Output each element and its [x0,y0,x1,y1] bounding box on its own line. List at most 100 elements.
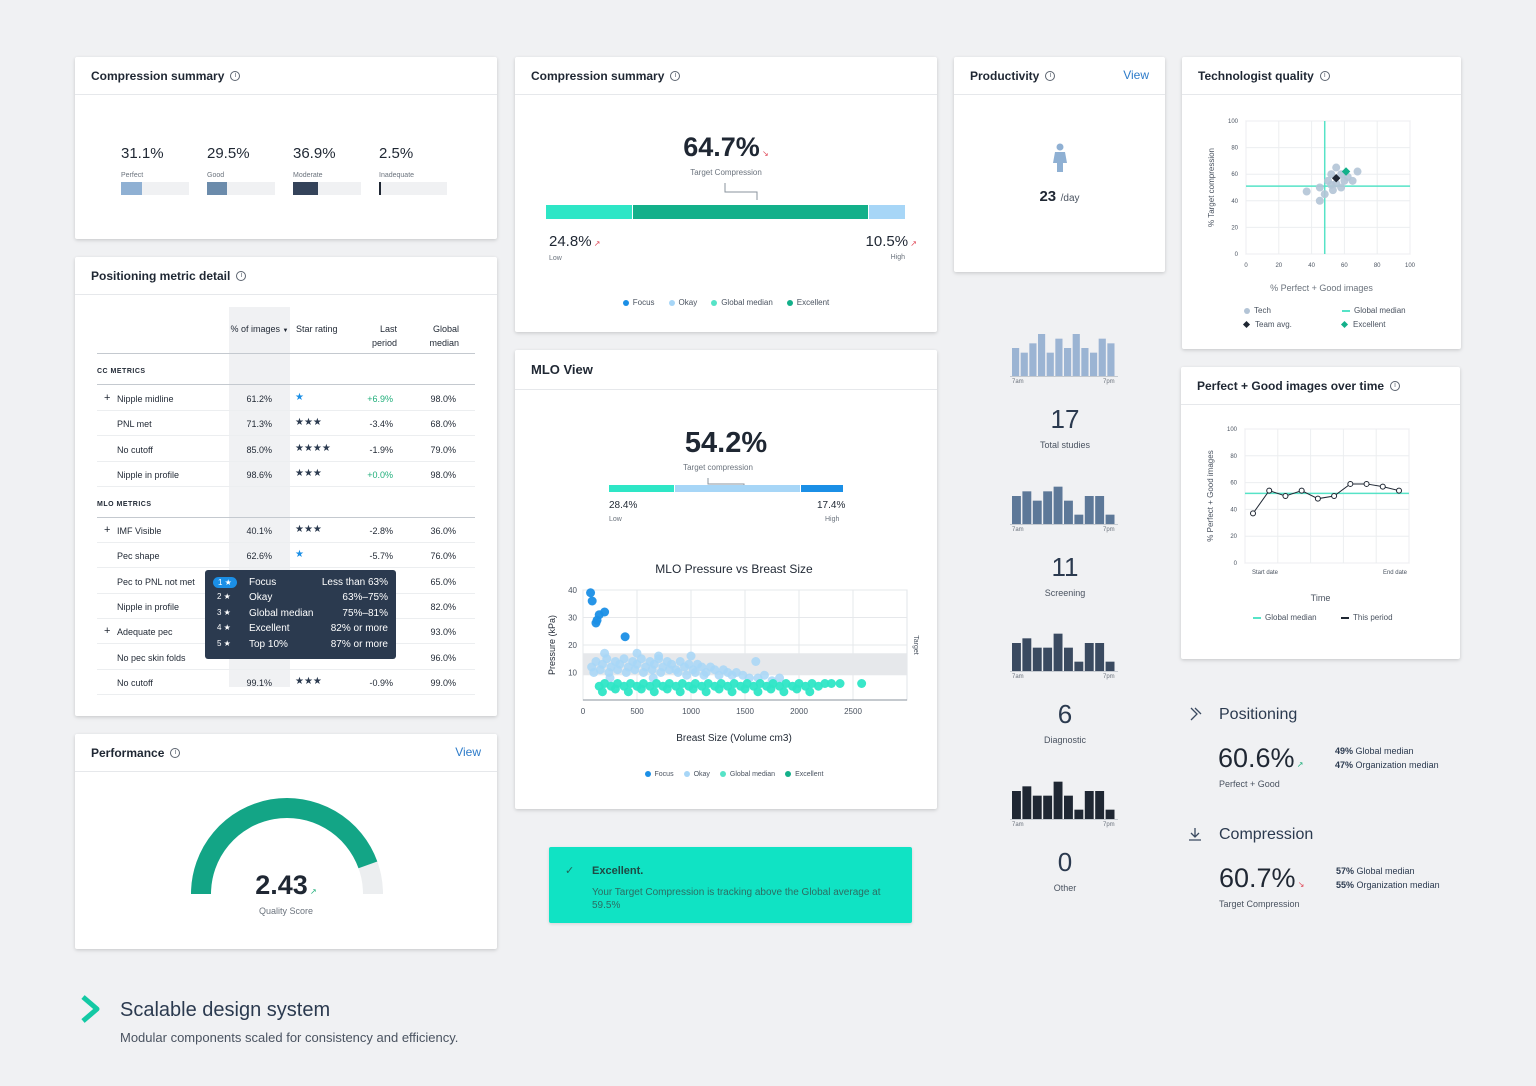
metric-change: -3.4% [369,419,393,430]
hour-bar [1043,490,1053,524]
mlo-view-card: MLO View 54.2% Target compression 28.4% … [515,350,937,809]
tooltip-star-num: 2 ★ [217,592,231,602]
col-header-global[interactable]: Global median [429,324,459,348]
compression-pct: 31.1% [121,145,164,162]
hour-bar [1032,647,1042,671]
table-row[interactable]: No cutoff 99.1% ★★★ -0.9% 99.0% [97,670,475,695]
y-tick-label: 20 [1231,225,1238,231]
legend-excellent: Excellent [1340,320,1386,329]
chevron-logo-icon [81,995,100,1023]
tech-point [1348,176,1357,185]
compression-label: Target Compression [1219,899,1300,909]
hour-bar [1090,352,1098,376]
arrow-up-icon: ↗ [1294,760,1304,769]
pg-xlabel: Time [1310,593,1331,603]
hour-bar [1107,343,1115,376]
metric-global: 65.0% [430,576,456,587]
metric-name: Pec to PNL not met [117,576,195,587]
study-count-value: 11 [1051,551,1079,582]
tooltip-range: 63%–75% [342,592,388,604]
scatter-title: MLO Pressure vs Breast Size [655,562,813,576]
mlo-scatter-chart: 0 500 1000 1500 2000 2500 10 20 30 40 Pressure (kP… [547,586,919,716]
hourly-bar-chart [1010,633,1118,672]
tooltip-range: 75%–81% [342,607,388,619]
legend-label: Tech [1254,306,1271,315]
col-header-last[interactable]: Last period [371,324,397,348]
y-tick-label: 40 [1231,199,1238,205]
alert-title: Excellent. [592,865,644,877]
y-tick-label: 0 [1234,561,1238,567]
info-icon[interactable]: i [1390,380,1401,391]
info-icon[interactable]: i [1319,70,1330,81]
legend-label: Focus [632,298,655,307]
start-date-label: Start date [1252,570,1279,576]
compression-progress-bar [207,182,275,195]
performance-view-link[interactable]: View [455,745,481,759]
scatter-point-excellent [649,687,659,697]
table-row[interactable]: + Nipple midline 61.2% ★ +6.9% 98.0% [97,386,475,411]
table-row[interactable]: No cutoff 85.0% ★★★★ -1.9% 79.0% [97,437,475,462]
table-row[interactable]: + IMF Visible 40.1% ★★★ -2.8% 36.0% [97,518,475,543]
footer-subtitle: Modular components scaled for consistenc… [120,1030,459,1045]
card-title: Compression summary [531,68,665,83]
metric-global: 68.0% [430,419,456,430]
study-count-label: Other [1053,882,1077,893]
compression-pct: 29.5% [207,145,250,162]
target-segment [675,485,800,492]
star-rating: ★★★ [295,467,322,479]
hour-bar [1074,809,1084,819]
tooltip-row: 3 ★ Global median 75%–81% [213,607,388,622]
start-time-label: 7am [1012,821,1024,828]
hour-bar [1072,334,1080,376]
info-icon[interactable]: i [670,70,681,81]
hour-bar [1055,338,1063,376]
table-row[interactable]: Nipple in profile 98.6% ★★★ +0.0% 98.0% [97,462,475,487]
scatter-point-excellent [688,684,698,694]
legend-label: Global median [1354,306,1406,315]
scatter-point-excellent [753,687,763,697]
compression-category-label: Perfect [121,172,144,179]
hour-bar [1038,334,1046,376]
table-row[interactable]: Pec shape 62.6% ★ -5.7% 76.0% [97,543,475,569]
col-header-star[interactable]: Star rating [296,324,338,334]
scatter-point-okay [647,665,657,675]
download-icon [1189,828,1201,841]
legend-dot-icon [683,771,690,778]
legend-label: Excellent [1353,320,1386,329]
row-divider [97,567,475,569]
tech-point [1302,187,1311,196]
end-time-label: 7pm [1103,526,1115,533]
scatter-point-okay [775,673,785,683]
line-point [1347,480,1354,487]
legend-dot-icon [622,299,629,306]
scatter-point-excellent [766,684,776,694]
info-icon[interactable]: i [236,270,247,281]
low-segment [609,485,674,492]
row-divider [97,542,475,543]
info-icon[interactable]: i [1045,70,1056,81]
positioning-icon [1190,707,1202,721]
card-title: Positioning metric detail [91,268,231,283]
expand-plus-icon[interactable]: + [104,392,111,404]
arrow-up-icon: ↗ [307,887,317,896]
expand-plus-icon[interactable]: + [104,625,111,638]
x-tick-label: 500 [630,707,644,716]
expand-plus-icon[interactable]: + [104,524,111,536]
arrow-up-icon: ↗ [908,239,917,248]
hour-bar [1012,348,1020,376]
quality-score-label: Quality Score [258,906,314,916]
divider [97,517,475,518]
info-icon[interactable]: i [230,70,241,81]
scatter-point-excellent [701,687,711,697]
col-header-pct[interactable]: % of images ▼ [229,322,290,338]
y-tick-label: 20 [568,641,577,650]
hour-bar [1053,486,1063,524]
table-row[interactable]: PNL met 71.3% ★★★ -3.4% 68.0% [97,411,475,437]
productivity-view-link[interactable]: View [1123,68,1149,82]
x-tick-label: 0 [581,707,586,716]
legend-item: Excellent [786,298,829,307]
study-count-value: 0 [1057,846,1073,877]
info-icon[interactable]: i [170,747,181,758]
table-row[interactable]: No pec skin folds 96.0% [97,645,475,670]
scatter-point-okay [690,668,700,677]
